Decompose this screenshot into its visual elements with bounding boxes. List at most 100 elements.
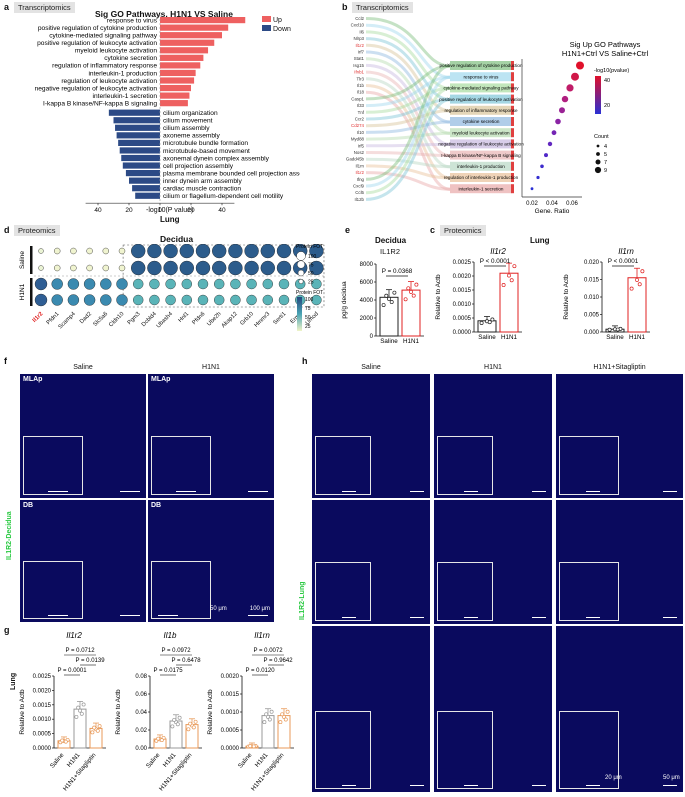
panel-g-il1r2-chart: Il1r2 0.0025 0.0020 0.0015 0.0010 0.0005 0.000… [19,631,106,792]
y-tick-label: 2000 [360,316,374,322]
data-point [79,711,84,716]
go-up-term: cytokine-mediated signaling pathway [49,33,157,40]
go-down-term: microtubule-based movement [163,148,250,155]
go-up-term: response to virus [107,17,158,24]
data-point [615,327,620,332]
mic-inset [437,561,494,621]
protein-dot [116,294,128,306]
sankey-ribbon [365,171,451,191]
protein-dot [181,294,193,306]
gene-label: Irf5 [358,143,365,148]
data-point [262,720,267,725]
sankey-ribbon [365,64,451,181]
y-tick-label: 0.0015 [221,692,240,698]
y-tick-label: 0.0020 [33,688,52,694]
data-point [248,744,253,749]
size-legend-label: 25 [308,280,314,286]
gene-label: Pfdn6 [191,311,206,326]
pathway-dot [544,153,548,158]
color-legend-label: 75 [305,306,311,312]
scale-bar [663,616,677,618]
gene-label: Tlr3 [356,76,364,81]
gene-label: Stat1 [354,56,365,61]
protein-dot [197,278,209,290]
protein-dot [147,260,162,276]
size-legend-dot [296,260,306,269]
right-block-box [122,244,325,308]
go-up-bar [160,77,195,84]
protein-dot [260,260,275,276]
h-scale-label-large: 50 μm [663,775,680,781]
y-tick-label: 0.06 [135,692,147,698]
panel-a-xsub: Lung [160,215,180,224]
protein-dot [118,264,126,272]
gene-label: Cldn10 [108,311,125,328]
data-point [191,725,196,730]
y-axis-label: Relative to Actb [207,689,214,735]
micrograph-lung-saline-row2 [312,500,430,624]
legend-down-label: Down [273,26,291,33]
go-down-bar [108,109,160,116]
protein-dot [38,265,44,271]
protein-dot [311,278,322,290]
pathway-marker [511,117,514,126]
pathway-dot [547,141,553,147]
mic-inset [315,435,372,495]
panel-h-col-saline: Saline [361,364,381,371]
h-scale-label-small: 20 μm [605,775,622,781]
y-axis-label: Relative to Actb [563,274,570,320]
pathway-label: positive regulation of leukocyte activat… [439,97,523,102]
count-legend-label: 5 [604,152,607,158]
data-point [63,739,68,744]
scale-bar [342,490,356,492]
pathway-dot [559,107,565,114]
scale-bar [248,490,268,492]
bar [73,708,87,749]
gene-label: Il10 [357,130,365,135]
go-up-term: regulation of inflammatory response [52,63,157,70]
go-up-term: regulation of leukocyte activation [61,78,157,85]
go-up-bar [160,62,201,69]
protein-dot [212,244,227,259]
count-legend-title: Count [594,134,609,140]
data-point [264,712,269,717]
gene-title: Il1rn [254,631,270,640]
scale-bar [120,490,140,492]
protein-dot [130,260,146,276]
go-down-bar [129,177,160,184]
sankey-ribbon [365,164,451,180]
data-point [406,286,411,291]
mic-inset [23,560,83,619]
x-tick-label: Saline [237,751,254,769]
y-tick-label: 0.000 [584,330,600,336]
p-legend-tick: 20 [604,103,610,109]
y-axis-label: pg/g decidua [341,281,348,319]
sankey-ribbon [365,84,451,180]
go-up-bar [160,92,190,99]
panel-f-letter: f [4,356,7,366]
sankey-ribbon [365,109,451,128]
gene-label: Cxcl10 [351,23,365,28]
gene-label: Il12b [354,197,364,202]
go-down-bar [122,162,160,169]
go-up-term: positive regulation of cytokine producti… [38,25,157,32]
data-point [629,286,634,291]
go-down-term: plasma membrane bounded cell projection … [163,170,300,177]
data-point [490,317,495,322]
protein-dot [228,244,243,259]
gene-label: Dad2 [79,311,93,325]
protein-dot [260,244,275,259]
x-tick-label: 40 [218,207,226,214]
pathway-marker [511,72,514,82]
protein-dot [86,247,93,255]
size-legend-dot [296,251,306,261]
count-legend-label: 9 [604,168,607,174]
y-tick-label: 0.0005 [453,316,472,322]
scale-bar [464,490,478,492]
panel-a-xlabel: -log10(P value) [146,207,194,214]
gene-label: Casp1 [351,96,364,101]
pathway-marker [511,83,514,93]
scale-bar [663,490,677,492]
count-legend-dot [595,159,601,165]
